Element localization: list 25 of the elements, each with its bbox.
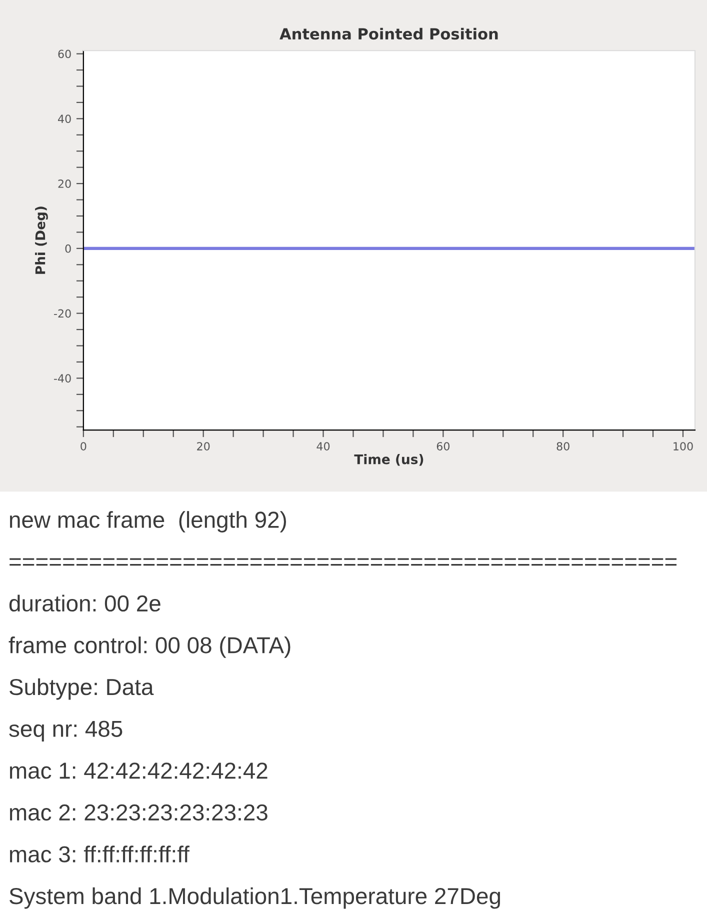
x-tick-label: 0 [80, 442, 86, 450]
text: mac 2: 23:23:23:23:23:23 [10, 804, 268, 821]
text: duration: 00 2e [9, 594, 160, 612]
y-axis-title: Phi (Deg) [35, 206, 48, 274]
y-tick-label: 40 [58, 114, 71, 124]
x-tick-label: 80 [556, 442, 570, 450]
y-tick-label: 0 [65, 244, 71, 253]
y-tick-label: 60 [58, 50, 71, 58]
text: seq nr: 485 [9, 720, 122, 742]
y-tick-label: 20 [58, 180, 71, 188]
x-tick-label: 100 [674, 442, 693, 450]
x-tick-label: 20 [197, 442, 210, 450]
x-tick-label: 40 [316, 442, 330, 450]
text: mac 1: 42:42:42:42:42:42 [10, 762, 268, 779]
text: Subtype: Data [10, 678, 154, 700]
x-axis-title: Time (us) [354, 454, 424, 466]
chart-title: Antenna Pointed Position [280, 28, 498, 40]
text: new mac frame (length 92) [10, 511, 286, 532]
y-tick-label: -20 [54, 309, 71, 318]
text: System band 1.Modulation1.Temperature 27Deg [10, 887, 500, 909]
text: ================================================== [10, 558, 677, 566]
y-tick-label: -40 [54, 374, 71, 383]
x-tick-label: 60 [436, 442, 450, 450]
text: frame control: 00 08 (DATA) [8, 636, 290, 658]
text: mac 3: ff:ff:ff:ff:ff:ff [10, 846, 190, 862]
